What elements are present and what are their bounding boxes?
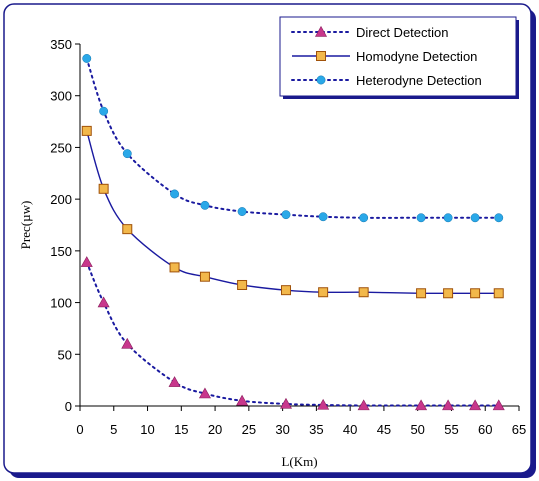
x-tick-label: 60 [478, 422, 492, 437]
data-point [198, 387, 211, 399]
data-point [494, 213, 504, 223]
legend-swatch-marker [314, 25, 328, 37]
data-point [122, 149, 132, 159]
data-point [317, 398, 330, 410]
series-homodyne-detection [81, 125, 504, 299]
data-point [357, 399, 370, 411]
x-tick-label: 0 [76, 422, 83, 437]
data-point [200, 200, 210, 210]
legend: Direct Detection Homodyne Detection Hetero… [279, 16, 519, 99]
x-tick-label: 65 [512, 422, 526, 437]
data-point [81, 125, 92, 136]
legend-swatch-marker [316, 75, 326, 85]
legend-label: Homodyne Detection [356, 49, 477, 64]
data-point [121, 337, 134, 349]
data-point [443, 213, 453, 223]
data-point [492, 399, 505, 411]
data-point [170, 189, 180, 199]
x-axis-title: L(Km) [281, 454, 317, 469]
data-point [199, 271, 210, 282]
data-point [470, 213, 480, 223]
data-point [442, 399, 455, 411]
x-tick-label: 20 [208, 422, 222, 437]
chart-frame [3, 3, 532, 474]
data-point [168, 376, 181, 387]
data-point [443, 288, 454, 299]
data-point [122, 224, 133, 235]
data-point [237, 279, 248, 290]
x-tick-label: 40 [343, 422, 357, 437]
data-point [281, 210, 291, 220]
data-point [279, 397, 293, 409]
data-point [237, 207, 247, 217]
data-point [80, 256, 93, 267]
x-tick-label: 50 [410, 422, 424, 437]
data-point [318, 212, 328, 222]
data-point [280, 285, 291, 296]
y-tick-label: 150 [50, 244, 72, 259]
x-tick-label: 35 [309, 422, 323, 437]
y-tick-label: 100 [50, 296, 72, 311]
data-point [493, 288, 504, 299]
data-point [469, 399, 482, 411]
legend-swatch-marker [316, 51, 326, 61]
series-heterodyne-detection [82, 54, 504, 223]
y-tick-label: 250 [50, 140, 72, 155]
y-tick-label: 200 [50, 192, 72, 207]
data-point [416, 288, 427, 299]
data-point [169, 262, 180, 273]
y-tick-label: 350 [50, 37, 72, 52]
x-tick-label: 15 [174, 422, 188, 437]
data-point [415, 399, 428, 411]
data-point [236, 394, 249, 406]
data-point [470, 288, 481, 299]
data-point [97, 296, 110, 308]
x-tick-label: 30 [275, 422, 289, 437]
data-point [82, 54, 92, 63]
x-tick-label: 10 [140, 422, 154, 437]
plot-area: 0 50 100 150 200 250 300 350 0 5 10 15 20 25 30 35 40 45 5… [50, 37, 526, 437]
x-tick-label: 45 [377, 422, 391, 437]
series-direct-detection [80, 256, 505, 411]
data-point [98, 183, 109, 194]
legend-label: Heterodyne Detection [356, 73, 482, 88]
data-point [318, 287, 329, 298]
y-tick-label: 0 [65, 399, 72, 414]
x-tick-label: 55 [444, 422, 458, 437]
y-tick-label: 50 [58, 347, 72, 362]
data-point [358, 287, 369, 298]
data-point [359, 213, 369, 223]
data-point [416, 213, 426, 223]
data-point [99, 106, 109, 116]
legend-label: Direct Detection [356, 25, 448, 40]
y-tick-label: 300 [50, 89, 72, 104]
y-axis-title: Prec(µw) [18, 201, 33, 250]
x-tick-label: 5 [110, 422, 117, 437]
x-tick-label: 25 [242, 422, 256, 437]
